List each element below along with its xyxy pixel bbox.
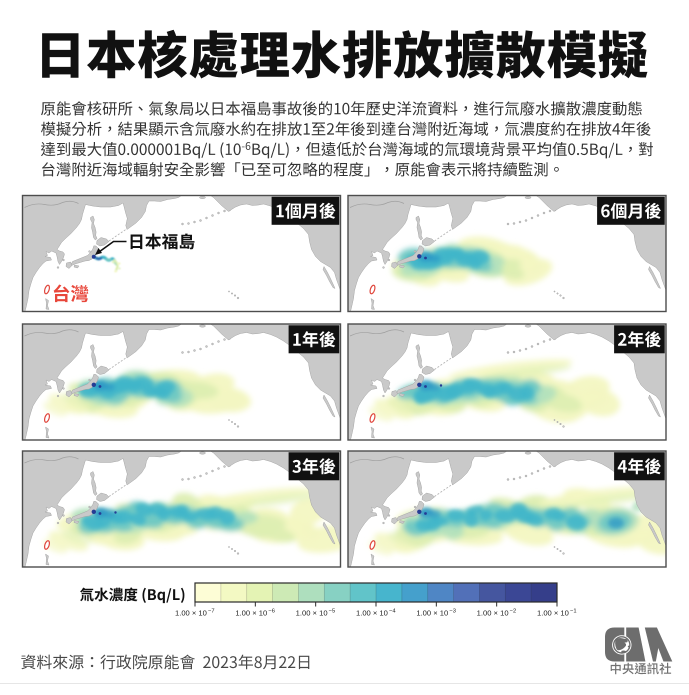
svg-text:−7: −7 bbox=[208, 609, 215, 615]
svg-text:−1: −1 bbox=[570, 609, 577, 615]
svg-text:−2: −2 bbox=[510, 609, 517, 615]
svg-text:1.00 × 10: 1.00 × 10 bbox=[175, 609, 207, 618]
svg-text:1.00 × 10: 1.00 × 10 bbox=[537, 609, 569, 618]
svg-text:1.00 × 10: 1.00 × 10 bbox=[296, 609, 328, 618]
svg-text:−6: −6 bbox=[268, 609, 275, 615]
svg-text:−5: −5 bbox=[329, 609, 336, 615]
svg-text:1.00 × 10: 1.00 × 10 bbox=[477, 609, 509, 618]
svg-text:−4: −4 bbox=[389, 609, 396, 615]
svg-text:−3: −3 bbox=[449, 609, 456, 615]
svg-text:1.00 × 10: 1.00 × 10 bbox=[416, 609, 448, 618]
svg-text:1.00 × 10: 1.00 × 10 bbox=[235, 609, 267, 618]
svg-text:1.00 × 10: 1.00 × 10 bbox=[356, 609, 388, 618]
